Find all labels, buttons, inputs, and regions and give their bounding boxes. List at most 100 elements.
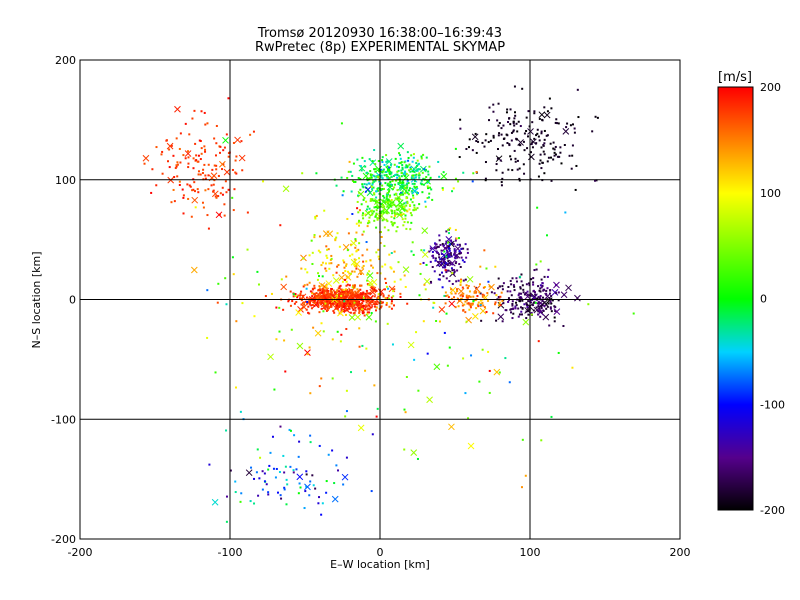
data-point [383, 244, 386, 247]
data-point [339, 340, 342, 343]
data-point [384, 297, 387, 300]
data-point [401, 191, 404, 194]
data-point [501, 285, 504, 288]
data-point [326, 300, 329, 303]
data-point [494, 301, 497, 304]
data-point [632, 312, 635, 315]
data-point [371, 173, 374, 176]
data-point [521, 299, 524, 302]
data-point-cross [142, 154, 150, 162]
colorbar-band [718, 259, 753, 261]
data-point [219, 192, 222, 195]
data-point [347, 232, 350, 235]
data-point [341, 306, 344, 309]
colorbar-band [718, 119, 753, 121]
data-point [394, 157, 397, 160]
data-point [293, 434, 296, 437]
data-point [532, 283, 535, 286]
data-point [435, 243, 438, 246]
data-point [364, 306, 367, 309]
data-point [545, 234, 548, 237]
data-point-cross [304, 349, 311, 357]
data-point [501, 171, 504, 174]
data-point [389, 163, 392, 166]
data-point-cross [331, 495, 339, 503]
data-point [521, 438, 524, 441]
colorbar-band [718, 282, 753, 284]
data-point [527, 300, 530, 303]
data-point [386, 322, 389, 325]
data-point [324, 267, 327, 270]
data-point [475, 290, 478, 293]
colorbar-band [718, 285, 753, 287]
colorbar-band [718, 158, 753, 160]
data-point [530, 311, 533, 314]
data-point [543, 106, 546, 109]
data-point [505, 133, 508, 136]
data-point [460, 256, 463, 259]
colorbar-band [718, 427, 753, 429]
data-point [365, 241, 368, 244]
data-point [344, 306, 347, 309]
colorbar-band [718, 402, 753, 404]
data-point-cross [338, 274, 346, 281]
colorbar-band [718, 372, 753, 374]
data-point [448, 246, 451, 249]
data-point [389, 181, 392, 184]
data-point [366, 177, 369, 180]
data-point [495, 163, 498, 166]
data-point [517, 307, 520, 310]
data-point [540, 130, 543, 133]
data-point [433, 270, 436, 273]
colorbar-band [718, 87, 753, 89]
colorbar-band [718, 220, 753, 222]
colorbar-band [718, 199, 753, 201]
data-point [380, 205, 383, 208]
data-point [186, 183, 189, 186]
colorbar-band [718, 355, 753, 357]
data-point [334, 302, 337, 305]
data-point [444, 265, 447, 268]
data-point [382, 199, 385, 202]
data-point [456, 243, 459, 246]
data-point [240, 140, 243, 143]
data-point [403, 221, 406, 224]
colorbar-band [718, 464, 753, 466]
colorbar-band [718, 397, 753, 399]
data-point [306, 296, 309, 299]
data-point [435, 250, 438, 253]
data-point [453, 253, 456, 256]
data-point [354, 309, 357, 312]
data-point [358, 257, 361, 260]
data-point [549, 142, 552, 145]
colorbar-band [718, 174, 753, 176]
data-point [550, 415, 553, 418]
data-point [442, 260, 445, 263]
data-point [451, 269, 454, 272]
data-point [351, 286, 354, 289]
colorbar-band [718, 342, 753, 344]
data-point [353, 294, 356, 297]
colorbar-band [718, 241, 753, 243]
data-point [527, 282, 530, 285]
data-point [468, 295, 471, 298]
data-point [428, 250, 431, 253]
data-point [178, 183, 181, 186]
colorbar-band [718, 295, 753, 297]
data-point [359, 284, 362, 287]
data-point [381, 170, 384, 173]
data-point [402, 193, 405, 196]
data-point [320, 303, 323, 306]
data-point [501, 299, 504, 302]
data-point [278, 330, 281, 333]
data-point [412, 196, 415, 199]
data-point [526, 135, 529, 138]
colorbar-band [718, 451, 753, 453]
data-point [511, 304, 514, 307]
data-point [373, 180, 376, 183]
data-point [472, 172, 475, 175]
data-point [289, 290, 292, 293]
colorbar-band [718, 123, 753, 125]
data-point [497, 157, 500, 160]
data-point [375, 306, 378, 309]
